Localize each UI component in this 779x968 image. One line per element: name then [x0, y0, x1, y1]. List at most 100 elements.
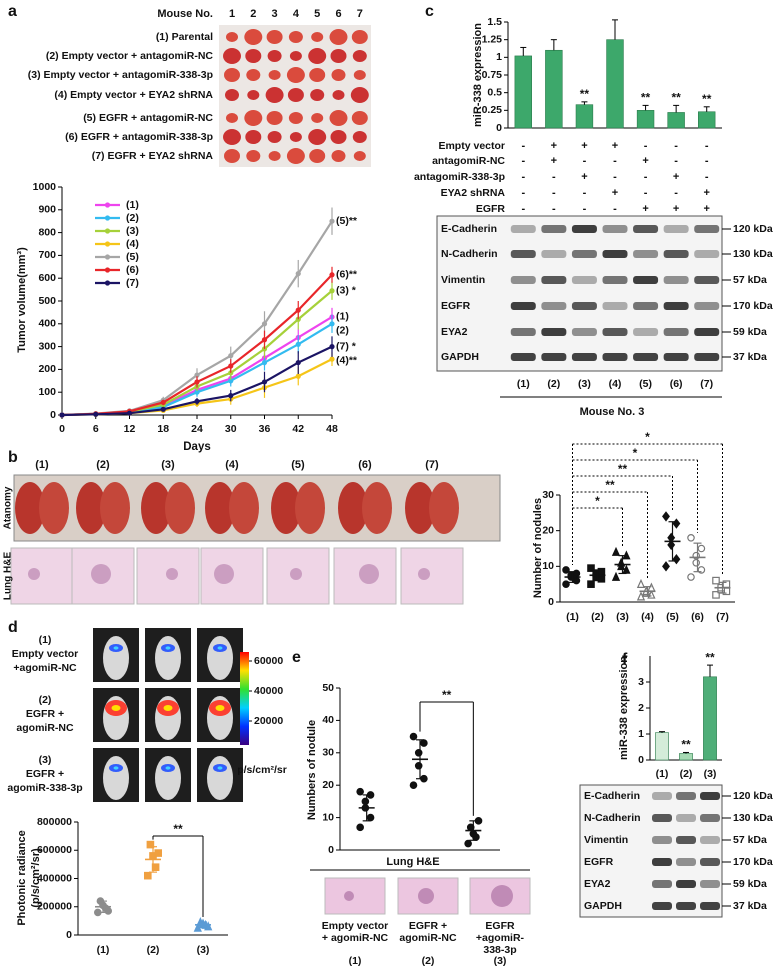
lane-label: (5) [639, 378, 652, 390]
significance-label: ** [702, 92, 712, 106]
data-point [687, 573, 695, 581]
data-point [261, 321, 268, 327]
lung-label: (3) [161, 459, 175, 471]
condition-sign: + [673, 203, 679, 215]
tumor [245, 130, 262, 144]
group-label: (7) EGFR + EYA2 shRNA [92, 150, 214, 162]
significance-label: (1) [336, 311, 349, 323]
lung [39, 482, 69, 534]
blot-row-label: E-Cadherin [441, 223, 497, 235]
lane-label: (3) [578, 378, 591, 390]
histology-detail [28, 568, 40, 580]
condition-sign: - [705, 155, 709, 167]
blot-band [663, 225, 689, 233]
colorbar-label: 20000 [254, 715, 283, 727]
data-point [562, 580, 570, 588]
blot-band [633, 328, 659, 336]
group-label: (6) EGFR + antagomiR-338-3p [65, 131, 213, 143]
blot-band [694, 353, 720, 361]
group-label: (2) [39, 694, 52, 706]
size-label: 59 kDa [733, 326, 767, 338]
condition-sign: + [642, 155, 648, 167]
condition-sign: - [674, 140, 678, 152]
blot-band [694, 276, 720, 284]
blot-row-label: GAPDH [584, 900, 622, 912]
group-label: agomiR-NC [399, 932, 457, 944]
condition-sign: + [551, 155, 557, 167]
lung [271, 482, 301, 534]
tumor [352, 131, 367, 143]
y-axis-label: Photonic radiance [16, 830, 28, 925]
data-point [667, 539, 676, 551]
condition-sign: - [644, 140, 648, 152]
size-label: 170 kDa [733, 856, 773, 868]
y-tick-label: 500 [38, 295, 56, 307]
blot-band [541, 302, 567, 310]
y-tick-label: 600 [38, 272, 56, 284]
condition-sign: - [552, 171, 556, 183]
tumor [352, 50, 367, 62]
mouse-number: 6 [335, 8, 341, 20]
tumor [288, 112, 303, 124]
tumor [286, 67, 305, 83]
blot-band [510, 353, 536, 361]
lung [295, 482, 325, 534]
panel-letter: a [8, 3, 17, 20]
blot-band [663, 276, 689, 284]
blot-band [633, 302, 659, 310]
y-tick-label: 3 [638, 676, 644, 688]
y-tick-label: 600000 [37, 844, 72, 856]
data-point [687, 533, 695, 542]
data-point [126, 410, 133, 416]
data-point [329, 272, 335, 278]
y-tick-label: 200000 [37, 901, 72, 913]
tumor [309, 68, 326, 82]
lung-label: (1) [35, 459, 49, 471]
blot-row-label: Vimentin [441, 274, 485, 286]
data-point [366, 813, 375, 822]
legend-label: (4) [126, 238, 139, 250]
tumor [353, 70, 366, 80]
size-label: 57 kDa [733, 834, 767, 846]
blot-band [663, 302, 689, 310]
tumor [351, 111, 368, 125]
condition-sign: - [552, 187, 556, 199]
colorbar-label: 60000 [254, 655, 283, 667]
significance-label: ** [173, 822, 183, 836]
data-point [636, 578, 646, 588]
tumor [247, 90, 260, 100]
tumor [331, 69, 346, 81]
blot-band [633, 225, 659, 233]
legend-label: (5) [126, 251, 139, 263]
condition-sign: + [581, 140, 587, 152]
blot-row-label: EYA2 [441, 326, 468, 338]
histology [400, 547, 464, 605]
tumor [311, 113, 324, 123]
mouse [103, 756, 129, 800]
signal-core [113, 646, 119, 650]
significance-label: * [645, 430, 650, 444]
condition-sign: - [613, 203, 617, 215]
mouse-number: 5 [314, 8, 320, 20]
y-tick-label: 0 [50, 409, 56, 421]
tumor [268, 70, 281, 80]
tumor [310, 89, 325, 101]
data-point [562, 566, 570, 574]
data-point [194, 372, 200, 378]
tumor [329, 110, 348, 126]
data-point [420, 739, 428, 747]
bar [655, 732, 669, 761]
condition-label: EGFR [476, 203, 506, 215]
condition-sign: - [644, 171, 648, 183]
row-label: Lung H&E [3, 552, 14, 601]
data-point [295, 373, 301, 379]
condition-sign: - [521, 155, 525, 167]
blot-row-label: Vimentin [584, 834, 628, 846]
tumor [266, 30, 283, 44]
lung [100, 482, 130, 534]
tumor [225, 89, 239, 101]
x-tick-label: (7) [716, 611, 729, 623]
condition-sign: - [705, 140, 709, 152]
group-label: EGFR + [26, 708, 64, 720]
blot-band [652, 880, 672, 888]
